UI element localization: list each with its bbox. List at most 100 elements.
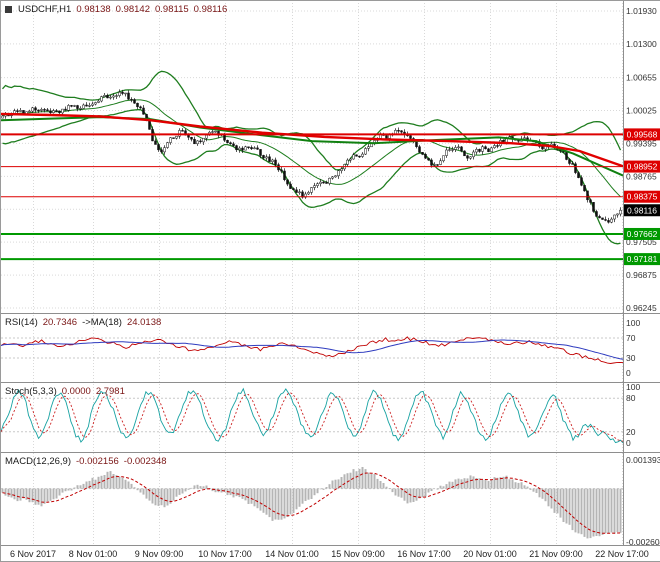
price-level-tag-text: 0.97662 (627, 229, 658, 239)
candle-body (196, 140, 199, 145)
price-axis-label: 1.00655 (626, 73, 657, 83)
candle-body (85, 104, 88, 107)
candle-body (241, 147, 244, 151)
candle-body (178, 130, 181, 137)
time-axis-label: 8 Nov 01:00 (69, 549, 118, 559)
rsi-axis-label: 100 (626, 318, 640, 328)
bollinger-lower-band (2, 108, 621, 245)
price-level-tag (624, 227, 660, 240)
candle-body (589, 199, 592, 203)
candle-body (442, 155, 445, 162)
candle-body (598, 216, 601, 219)
candle-body (340, 168, 343, 171)
candle-body (124, 92, 127, 95)
candle-body (277, 164, 280, 171)
candle-body (133, 99, 136, 104)
candle-body (466, 155, 469, 159)
candle-body (484, 146, 487, 150)
candle-body (226, 140, 229, 143)
candle-body (448, 149, 451, 151)
price-axis-label: 1.00025 (626, 106, 657, 116)
candle-body (523, 137, 526, 140)
candle-body (67, 105, 70, 111)
candle-body (34, 107, 37, 111)
price-level-tag (624, 190, 660, 203)
candle-body (214, 130, 217, 133)
candle-body (310, 187, 313, 193)
candle-body (565, 151, 568, 160)
candle-body (385, 135, 388, 139)
stoch-axis-label: 20 (626, 427, 636, 437)
candle-body (313, 185, 316, 188)
current-price-tag (624, 204, 660, 217)
candle-body (580, 177, 583, 186)
candle-body (331, 176, 334, 179)
candle-body (400, 130, 403, 133)
candle-body (328, 177, 331, 184)
candle-body (70, 105, 73, 107)
candle-body (289, 183, 292, 189)
candle-body (64, 108, 67, 111)
candle-body (130, 99, 133, 101)
price-level-tag-text: 0.99568 (627, 129, 658, 139)
candle-body (487, 148, 490, 152)
candle-body (256, 147, 259, 150)
price-level-tag (624, 128, 660, 141)
candle-body (454, 147, 457, 150)
candle-body (268, 156, 271, 162)
candle-body (469, 156, 472, 159)
candle-body (358, 155, 361, 158)
time-axis-label: 9 Nov 09:00 (135, 549, 184, 559)
candle-body (430, 159, 433, 166)
candle-body (397, 130, 400, 132)
candle-body (367, 146, 370, 149)
candle-body (40, 109, 43, 111)
candle-body (232, 143, 235, 146)
candle-body (259, 149, 262, 156)
candle-body (55, 110, 58, 112)
candle-body (346, 159, 349, 165)
candle-body (574, 163, 577, 173)
candle-body (613, 214, 616, 220)
candle-body (154, 140, 157, 145)
candle-body (73, 105, 76, 107)
candle-body (211, 131, 214, 133)
rsi-axis-label: 30 (626, 353, 636, 363)
price-axis-label: 0.97505 (626, 237, 657, 247)
candle-body (16, 110, 19, 112)
time-axis-label: 16 Nov 17:00 (397, 549, 451, 559)
candle-body (31, 107, 34, 112)
candle-body (355, 154, 358, 157)
candle-body (325, 182, 328, 184)
candle-body (37, 109, 40, 112)
candle-body (238, 147, 241, 150)
candle-body (274, 159, 277, 165)
candle-body (493, 145, 496, 149)
time-axis-label: 15 Nov 09:00 (331, 549, 385, 559)
candle-body (460, 146, 463, 152)
rsi-line (1, 336, 624, 364)
candle-body (166, 142, 169, 148)
candle-body (193, 138, 196, 145)
candle-body (61, 108, 64, 114)
macd-axis-label: -0.0026041 (626, 537, 660, 547)
candle-body (106, 95, 109, 99)
candle-body (43, 109, 46, 111)
candle-body (295, 189, 298, 193)
candle-body (91, 103, 94, 106)
candle-body (103, 95, 106, 97)
candle-body (58, 110, 61, 114)
candle-body (541, 146, 544, 150)
candle-body (121, 91, 124, 94)
price-level-tag (624, 253, 660, 266)
candle-body (118, 91, 121, 96)
candle-body (271, 159, 274, 162)
candle-body (175, 135, 178, 139)
candle-body (160, 149, 163, 153)
candle-body (349, 158, 352, 161)
candle-body (100, 96, 103, 102)
candle-body (94, 102, 97, 105)
time-axis-label: 10 Nov 17:00 (198, 549, 252, 559)
